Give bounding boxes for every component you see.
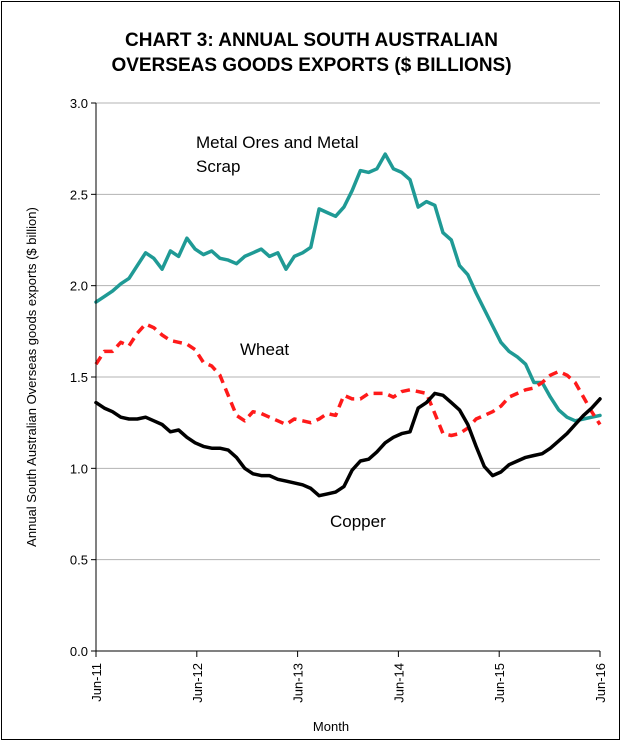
x-tick-label: Jun-15 xyxy=(492,663,507,703)
series-lines xyxy=(94,152,602,498)
chart-title: CHART 3: ANNUAL SOUTH AUSTRALIAN OVERSEA… xyxy=(0,28,623,78)
x-tick-label: Jun-16 xyxy=(593,663,608,703)
x-tick-label: Jun-14 xyxy=(391,663,406,703)
y-tick-label: 3.0 xyxy=(70,96,88,111)
series-line-2 xyxy=(94,391,602,498)
x-tick-label: Jun-11 xyxy=(89,663,104,702)
y-axis-label: Annual South Australian Overseas goods e… xyxy=(24,207,39,547)
y-tick-label: 0.5 xyxy=(70,553,88,568)
gridlines xyxy=(96,102,600,561)
y-tick-labels: 0.0 0.5 1.0 1.5 2.0 2.5 3.0 xyxy=(70,96,88,659)
annotation-copper: Copper xyxy=(330,512,386,531)
y-tick-label: 1.0 xyxy=(70,461,88,476)
x-tick-label: Jun-12 xyxy=(190,663,205,703)
series-line-1 xyxy=(94,322,602,438)
x-tick-label: Jun-13 xyxy=(291,663,306,703)
chart-title-line1: CHART 3: ANNUAL SOUTH AUSTRALIAN xyxy=(125,30,498,51)
y-tick-label: 0.0 xyxy=(70,644,88,659)
annotation-wheat: Wheat xyxy=(240,340,289,359)
series-line-0 xyxy=(94,152,602,423)
annotation-metal-line2: Scrap xyxy=(196,157,240,176)
axes xyxy=(91,102,601,657)
x-tick-labels: Jun-11 Jun-12 Jun-13 Jun-14 Jun-15 Jun-16 xyxy=(89,663,608,703)
x-axis-label: Month xyxy=(313,719,349,734)
chart-title-line2: OVERSEAS GOODS EXPORTS ($ BILLIONS) xyxy=(111,55,512,76)
y-tick-label: 2.0 xyxy=(70,279,88,294)
annotation-metal-line1: Metal Ores and Metal xyxy=(196,133,359,152)
y-tick-label: 2.5 xyxy=(70,187,88,202)
y-tick-label: 1.5 xyxy=(70,370,88,385)
